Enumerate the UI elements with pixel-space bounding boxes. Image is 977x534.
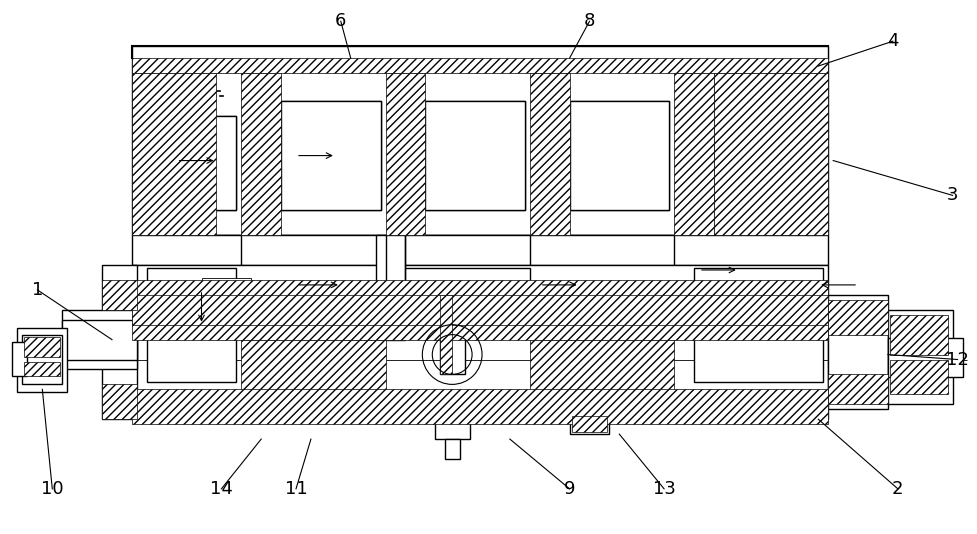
Bar (24, 362, 61, 376)
Bar (887, 310, 952, 404)
Bar (132, 295, 828, 325)
Bar (569, 101, 668, 210)
Text: 11: 11 (284, 480, 307, 498)
Bar (18, 328, 67, 392)
Bar (63, 320, 137, 359)
Bar (445, 439, 460, 459)
Bar (241, 340, 385, 414)
Text: 10: 10 (41, 480, 64, 498)
Bar (132, 265, 828, 419)
Bar (147, 268, 236, 382)
Bar (375, 235, 405, 340)
Bar (887, 337, 961, 378)
Bar (889, 359, 947, 394)
Text: 4: 4 (886, 32, 898, 50)
Bar (132, 46, 828, 235)
Bar (440, 295, 465, 374)
Bar (385, 268, 530, 337)
Bar (435, 414, 470, 439)
Text: 8: 8 (583, 12, 595, 30)
Bar (716, 101, 811, 210)
Bar (201, 278, 251, 323)
Bar (132, 46, 828, 58)
Bar (425, 101, 525, 210)
Bar (132, 280, 828, 340)
Bar (280, 101, 380, 210)
Bar (530, 340, 673, 414)
Bar (13, 342, 27, 376)
Bar (102, 280, 137, 310)
Bar (132, 295, 828, 325)
Bar (828, 300, 887, 335)
Bar (828, 374, 887, 404)
Bar (156, 116, 236, 210)
Bar (530, 73, 569, 235)
Text: 14: 14 (210, 480, 233, 498)
Bar (716, 101, 811, 210)
Text: 13: 13 (652, 480, 675, 498)
Bar (24, 336, 61, 357)
Bar (440, 295, 451, 374)
Bar (132, 389, 828, 424)
Bar (63, 310, 137, 370)
Text: 3: 3 (946, 186, 957, 205)
Bar (569, 101, 668, 210)
Text: 1: 1 (31, 281, 43, 299)
Bar (694, 268, 823, 382)
Bar (241, 73, 280, 235)
Bar (22, 335, 63, 384)
Bar (132, 58, 828, 73)
Bar (132, 235, 828, 265)
Bar (102, 384, 137, 419)
Bar (889, 315, 947, 355)
Bar (571, 416, 607, 432)
Bar (828, 295, 887, 409)
Bar (102, 265, 137, 419)
Bar (156, 116, 236, 210)
Bar (385, 73, 425, 235)
Text: 2: 2 (891, 480, 903, 498)
Bar (673, 73, 713, 235)
Bar (132, 73, 216, 235)
Text: 9: 9 (564, 480, 574, 498)
Bar (425, 101, 525, 210)
Bar (280, 101, 380, 210)
Text: 12: 12 (945, 350, 968, 368)
Bar (569, 414, 609, 434)
Bar (713, 73, 828, 235)
Text: 6: 6 (335, 12, 346, 30)
